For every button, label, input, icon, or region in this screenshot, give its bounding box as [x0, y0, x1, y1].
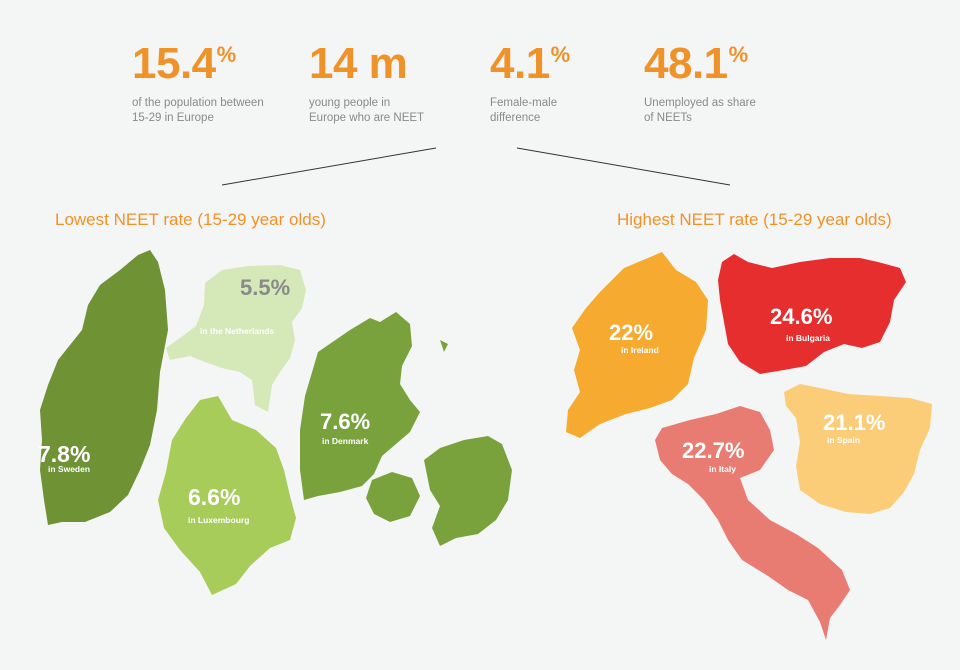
stat-gender-gap: 4.1% Female-male difference: [490, 42, 570, 126]
caption-luxembourg: in Luxembourg: [188, 515, 249, 525]
caption-ireland: in Ireland: [621, 345, 659, 355]
map-italy: [655, 406, 850, 640]
value-label-bulgaria: 24.6%: [770, 304, 832, 329]
caption-bulgaria: in Bulgaria: [786, 333, 830, 343]
value-label-luxembourg: 6.6%: [188, 484, 240, 510]
stat-value: 4.1%: [490, 39, 570, 88]
value-label-ireland: 22%: [609, 320, 653, 345]
map-ireland: [566, 252, 708, 438]
highest-rate-heading: Highest NEET rate (15-29 year olds): [617, 210, 892, 229]
caption-spain: in Spain: [827, 435, 860, 445]
lowest-rate-heading: Lowest NEET rate (15-29 year olds): [55, 210, 326, 229]
map-sweden: [40, 250, 168, 525]
map-denmark: [300, 312, 512, 546]
stat-unemployed-share: 48.1% Unemployed as share of NEETs: [644, 42, 756, 126]
map-netherlands: [166, 265, 306, 412]
divider-line-right: [516, 147, 731, 186]
stat-value: 48.1%: [644, 39, 748, 88]
stat-description: young people in Europe who are NEET: [309, 97, 425, 124]
stat-description: Female-male difference: [490, 97, 558, 124]
stat-value: 15.4%: [132, 39, 236, 88]
divider-line-left: [221, 147, 437, 186]
map-bulgaria: [718, 254, 906, 374]
value-label-spain: 21.1%: [823, 410, 885, 435]
caption-sweden: in Sweden: [48, 464, 90, 474]
map-spain: [784, 384, 932, 514]
stat-value: 14 m: [309, 39, 408, 88]
caption-denmark: in Denmark: [322, 436, 369, 446]
value-label-denmark: 7.6%: [320, 409, 370, 434]
stat-description: Unemployed as share of NEETs: [644, 97, 756, 124]
stat-population-share: 15.4% of the population between 15-29 in…: [132, 42, 264, 126]
caption-netherlands: in the Netherlands: [200, 326, 274, 336]
value-label-netherlands: 5.5%: [240, 275, 290, 300]
stat-description: of the population between 15-29 in Europ…: [132, 97, 264, 124]
value-label-sweden: 7.8%: [38, 441, 90, 467]
stat-neet-count: 14 m young people in Europe who are NEET: [309, 42, 424, 126]
caption-italy: in Italy: [709, 464, 736, 474]
map-luxembourg: [158, 396, 296, 595]
value-label-italy: 22.7%: [682, 438, 744, 463]
